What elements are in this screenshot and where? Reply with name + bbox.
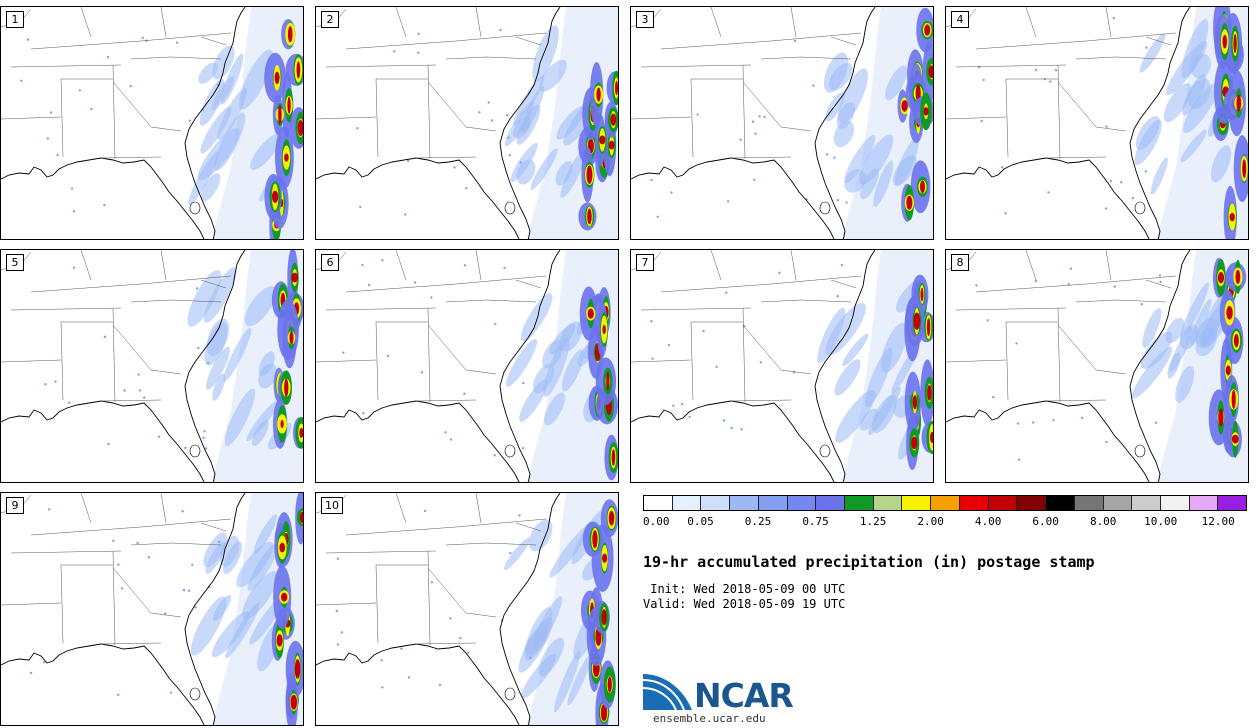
precipitation-map [1, 493, 303, 725]
ensemble-member-panel: 8 [945, 249, 1249, 483]
colorbar-swatch [873, 496, 903, 510]
precipitation-map [631, 7, 933, 239]
colorbar-swatch [1074, 496, 1104, 510]
member-number-label: 10 [321, 497, 343, 514]
ensemble-member-panel: 1 [0, 6, 304, 240]
ncar-logo-text: NCAR [694, 676, 794, 715]
colorbar-swatch [758, 496, 788, 510]
ensemble-member-panel: 10 [315, 492, 619, 726]
ensemble-member-panel: 7 [630, 249, 934, 483]
colorbar-swatch [644, 496, 673, 510]
colorbar-tick-label: 0.05 [687, 515, 714, 528]
precipitation-map [946, 7, 1248, 239]
colorbar-swatch [1132, 496, 1161, 510]
ensemble-member-panel: 3 [630, 6, 934, 240]
member-number-label: 4 [951, 11, 969, 28]
member-number-label: 7 [636, 254, 654, 271]
member-number-label: 3 [636, 11, 654, 28]
precipitation-map [631, 250, 933, 482]
colorbar-swatch [845, 496, 874, 510]
colorbar-swatch [1017, 496, 1047, 510]
colorbar-labels: 0.00 0.05 0.25 0.75 1.25 2.00 4.00 6.00 8.00 10.0… [643, 515, 1247, 529]
member-number-label: 9 [6, 497, 24, 514]
colorbar-swatch [672, 496, 702, 510]
colorbar-tick-label: 0.25 [744, 515, 772, 528]
precipitation-map [1, 7, 303, 239]
valid-time: Valid: Wed 2018-05-09 19 UTC [643, 597, 846, 611]
colorbar-tick-label: 6.00 [1032, 515, 1059, 528]
ensemble-member-panel: 9 [0, 492, 304, 726]
ncar-logo-icon [642, 674, 692, 711]
ensemble-member-panel: 6 [315, 249, 619, 483]
precipitation-map [1, 250, 303, 482]
colorbar-swatch [701, 496, 731, 510]
member-number-label: 1 [6, 11, 24, 28]
member-number-label: 5 [6, 254, 24, 271]
colorbar-swatch [730, 496, 759, 510]
colorbar-swatch [902, 496, 932, 510]
colorbar-tick-label: 0.75 [802, 515, 829, 528]
precipitation-map [946, 250, 1248, 482]
ensemble-member-panel: 2 [315, 6, 619, 240]
member-number-label: 8 [951, 254, 969, 271]
precipitation-colorbar [643, 495, 1247, 511]
member-number-label: 2 [321, 11, 339, 28]
colorbar-swatch [959, 496, 989, 510]
site-url: ensemble.ucar.edu [653, 712, 766, 725]
member-number-label: 6 [321, 254, 339, 271]
colorbar-tick-label: 2.00 [917, 515, 944, 528]
colorbar-swatch [1218, 496, 1247, 510]
colorbar-tick-label: 4.00 [974, 515, 1002, 528]
colorbar-swatch [787, 496, 817, 510]
colorbar-swatch [1103, 496, 1133, 510]
figure-title: 19-hr accumulated precipitation (in) pos… [643, 553, 1095, 571]
init-time: Init: Wed 2018-05-09 00 UTC [643, 582, 846, 596]
precipitation-map [316, 7, 618, 239]
ensemble-member-panel: 5 [0, 249, 304, 483]
colorbar-tick-label: 8.00 [1089, 515, 1117, 528]
colorbar-tick-label: 1.25 [859, 515, 887, 528]
colorbar-tick-label: 0.00 [643, 515, 670, 528]
colorbar-swatch [931, 496, 960, 510]
colorbar-swatch [988, 496, 1018, 510]
colorbar-swatch [1046, 496, 1075, 510]
colorbar-tick-label: 10.00 [1144, 515, 1178, 528]
colorbar-swatch [816, 496, 846, 510]
precipitation-map [316, 250, 618, 482]
colorbar-swatch [1160, 496, 1190, 510]
ensemble-member-panel: 4 [945, 6, 1249, 240]
colorbar-tick-label: 12.00 [1201, 515, 1235, 528]
colorbar-swatch [1189, 496, 1219, 510]
precipitation-map [316, 493, 618, 725]
